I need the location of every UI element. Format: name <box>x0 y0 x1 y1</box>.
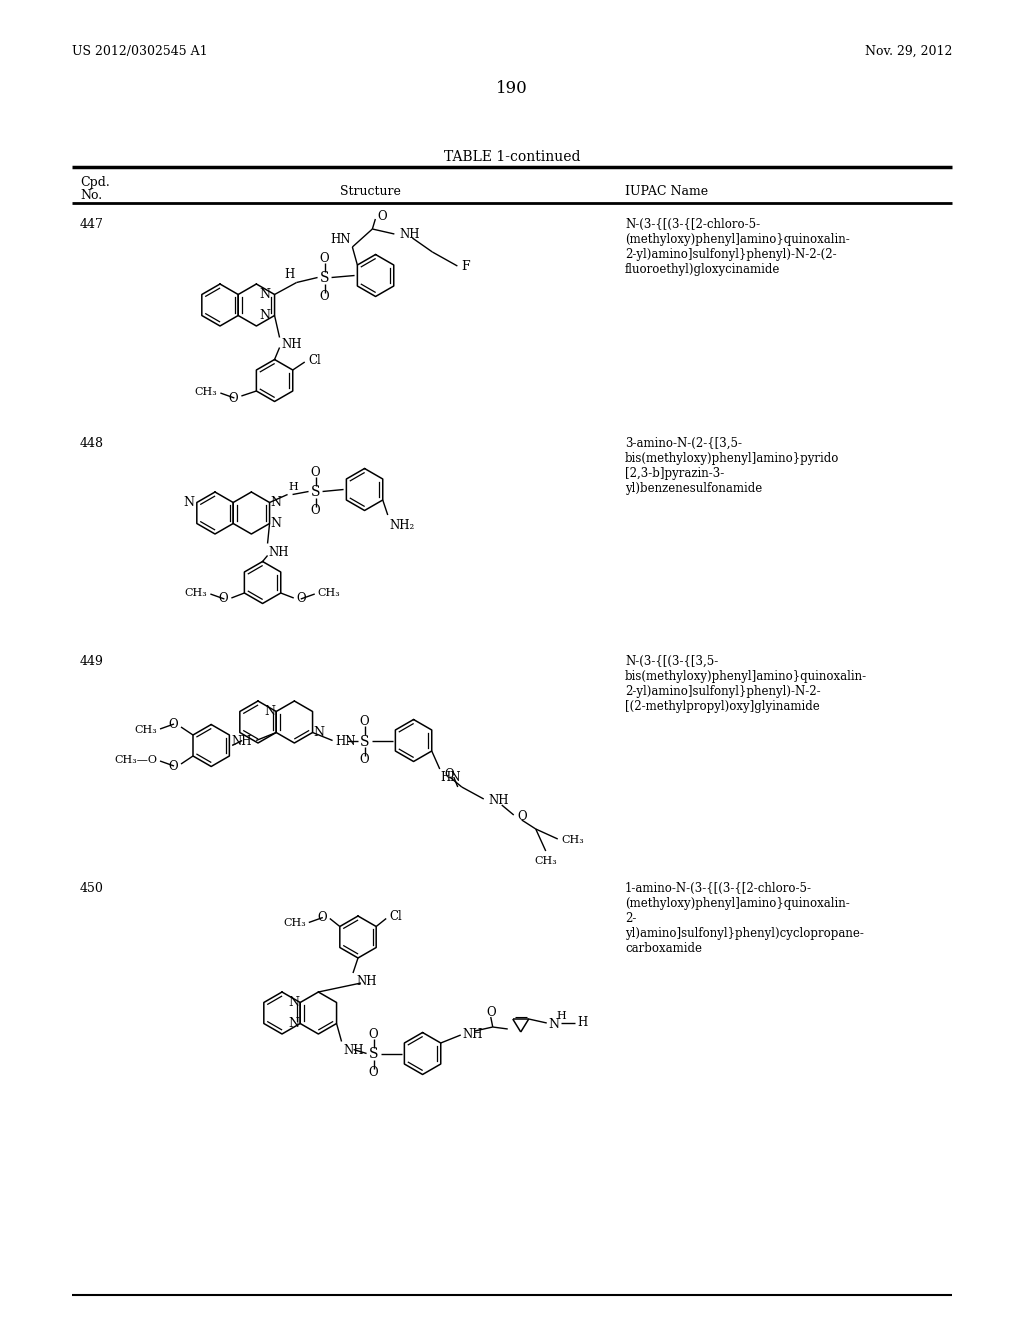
Text: CH₃: CH₃ <box>283 917 306 928</box>
Text: N: N <box>259 288 270 301</box>
Text: NH: NH <box>268 545 289 558</box>
Text: H: H <box>578 1016 588 1030</box>
Text: F: F <box>462 260 470 273</box>
Text: NH: NH <box>282 338 302 351</box>
Text: Nov. 29, 2012: Nov. 29, 2012 <box>864 45 952 58</box>
Text: O: O <box>310 466 321 479</box>
Text: CH₃: CH₃ <box>562 836 585 845</box>
Text: N: N <box>270 496 282 510</box>
Text: O: O <box>518 809 527 822</box>
Text: S: S <box>369 1048 378 1061</box>
Text: US 2012/0302545 A1: US 2012/0302545 A1 <box>72 45 208 58</box>
Text: N-(3-{[(3-{[2-chloro-5-
(methyloxy)phenyl]amino}quinoxalin-
2-yl)amino]sulfonyl}: N-(3-{[(3-{[2-chloro-5- (methyloxy)pheny… <box>625 218 850 276</box>
Text: N: N <box>549 1018 560 1031</box>
Text: NH: NH <box>344 1044 365 1056</box>
Text: NH: NH <box>231 735 252 748</box>
Text: 450: 450 <box>80 882 103 895</box>
Text: NH: NH <box>488 793 509 807</box>
Text: NH: NH <box>399 228 420 242</box>
Text: O: O <box>359 752 370 766</box>
Text: S: S <box>359 734 370 748</box>
Text: N-(3-{[(3-{[3,5-
bis(methyloxy)phenyl]amino}quinoxalin-
2-yl)amino]sulfonyl}phen: N-(3-{[(3-{[3,5- bis(methyloxy)phenyl]am… <box>625 655 867 713</box>
Text: HN: HN <box>336 735 356 748</box>
Text: Cpd.: Cpd. <box>80 176 110 189</box>
Text: S: S <box>311 486 321 499</box>
Text: N: N <box>288 997 299 1008</box>
Text: N: N <box>259 309 270 322</box>
Text: O: O <box>444 768 454 781</box>
Text: N: N <box>288 1016 299 1030</box>
Text: HN: HN <box>330 234 350 246</box>
Text: Cl: Cl <box>389 909 402 923</box>
Text: O: O <box>359 715 370 729</box>
Text: H: H <box>289 483 298 492</box>
Text: N: N <box>270 517 282 531</box>
Text: No.: No. <box>80 189 102 202</box>
Text: O: O <box>310 504 321 517</box>
Text: CH₃: CH₃ <box>317 587 341 598</box>
Text: NH₂: NH₂ <box>390 519 415 532</box>
Text: O: O <box>297 593 306 606</box>
Text: IUPAC Name: IUPAC Name <box>625 185 709 198</box>
Text: 447: 447 <box>80 218 103 231</box>
Text: Cl: Cl <box>309 354 322 367</box>
Text: N: N <box>313 726 325 739</box>
Text: CH₃: CH₃ <box>184 587 208 598</box>
Text: O: O <box>228 392 239 404</box>
Text: 3-amino-N-(2-{[3,5-
bis(methyloxy)phenyl]amino}pyrido
[2,3-b]pyrazin-3-
yl)benze: 3-amino-N-(2-{[3,5- bis(methyloxy)phenyl… <box>625 437 840 495</box>
Text: CH₃: CH₃ <box>134 725 157 735</box>
Text: NH: NH <box>463 1027 483 1040</box>
Text: O: O <box>168 759 178 772</box>
Text: Structure: Structure <box>340 185 400 198</box>
Text: O: O <box>317 911 327 924</box>
Text: O: O <box>378 210 387 223</box>
Text: NH: NH <box>356 975 377 987</box>
Text: O: O <box>319 290 330 304</box>
Text: O: O <box>319 252 330 265</box>
Text: O: O <box>168 718 178 730</box>
Text: O: O <box>486 1006 496 1019</box>
Text: O: O <box>369 1028 379 1041</box>
Text: H: H <box>557 1011 566 1020</box>
Text: CH₃: CH₃ <box>195 387 217 397</box>
Text: 449: 449 <box>80 655 103 668</box>
Text: CH₃—O: CH₃—O <box>114 755 157 766</box>
Text: O: O <box>369 1067 379 1078</box>
Text: N: N <box>184 496 195 510</box>
Text: N: N <box>264 705 275 718</box>
Text: H: H <box>285 268 295 281</box>
Text: CH₃: CH₃ <box>535 855 557 866</box>
Text: 448: 448 <box>80 437 104 450</box>
Text: HN: HN <box>440 771 461 784</box>
Text: 1-amino-N-(3-{[(3-{[2-chloro-5-
(methyloxy)phenyl]amino}quinoxalin-
2-
yl)amino]: 1-amino-N-(3-{[(3-{[2-chloro-5- (methylo… <box>625 882 864 954</box>
Text: O: O <box>219 593 228 606</box>
Text: TABLE 1-continued: TABLE 1-continued <box>443 150 581 164</box>
Text: 190: 190 <box>496 81 528 96</box>
Text: S: S <box>319 272 330 285</box>
